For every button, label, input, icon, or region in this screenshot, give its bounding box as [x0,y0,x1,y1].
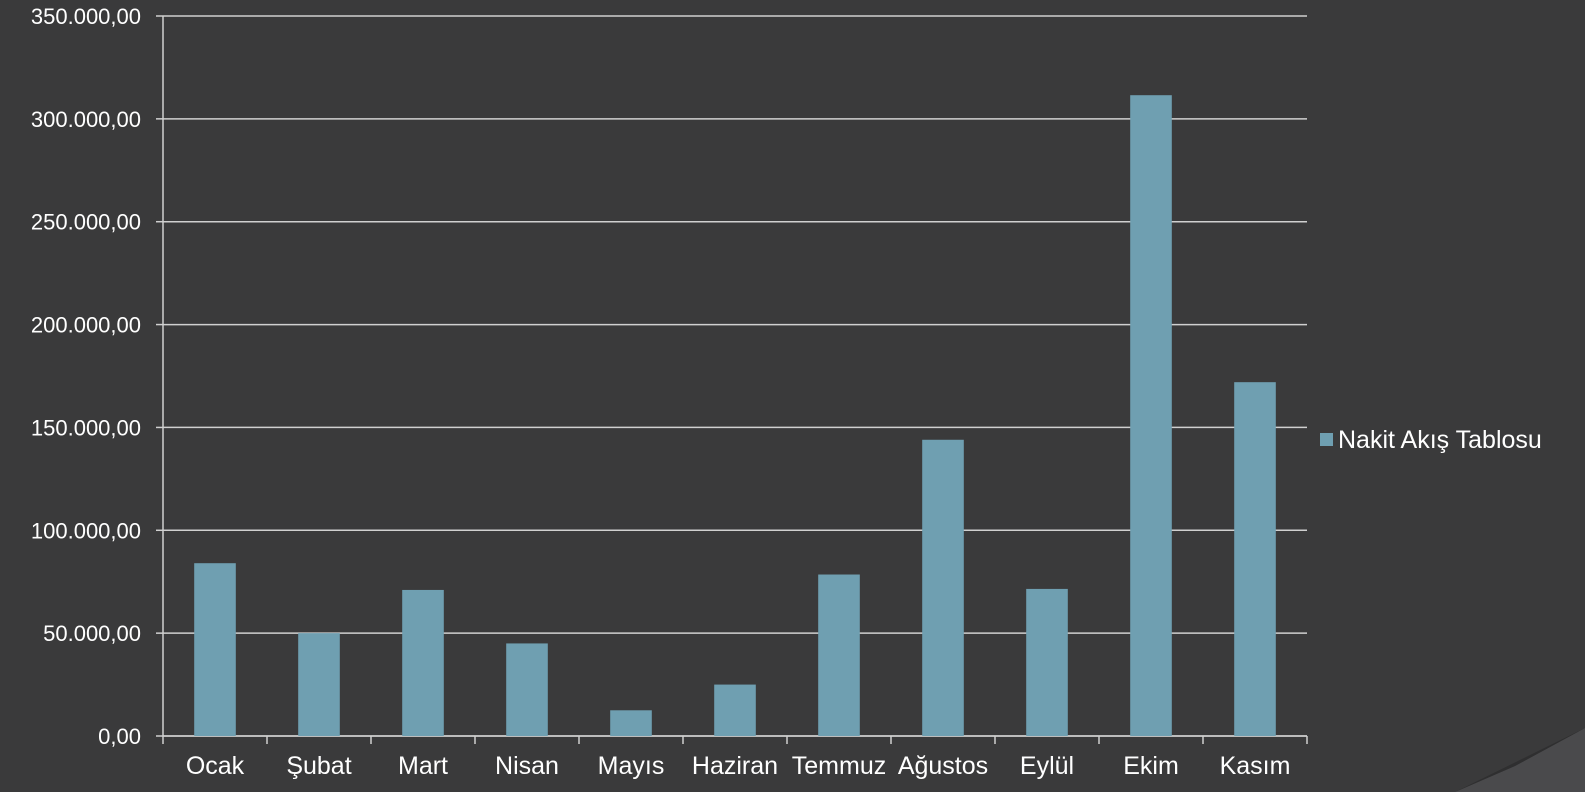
x-tick-label: Mart [398,752,448,780]
x-tick-label: Eylül [1020,752,1074,780]
x-tick-label: Kasım [1220,752,1291,780]
y-axis: 0,00 50.000,00 100.000,00 150.000,00 200.000… [31,4,163,749]
x-tick-label: Temmuz [792,752,886,780]
bar-mayıs [610,710,652,736]
y-tick-label: 100.000,00 [31,518,141,543]
legend-label: Nakit Akış Tablosu [1338,426,1542,454]
bar-temmuz [818,575,860,736]
bar-ocak [194,563,236,736]
y-tick-label: 300.000,00 [31,107,141,132]
y-tick-label: 200.000,00 [31,313,141,338]
x-tick-label: Şubat [286,752,351,780]
y-tick-label: 50.000,00 [43,621,141,646]
slide-corner-decoration [1455,728,1585,792]
bar-eylül [1026,589,1068,736]
x-tick-label: Nisan [495,752,559,780]
legend: Nakit Akış Tablosu [1320,426,1542,454]
y-tick-label: 350.000,00 [31,4,141,29]
legend-swatch [1320,433,1333,446]
bar-ekim [1130,95,1172,736]
y-tick-label: 150.000,00 [31,415,141,440]
x-tick-label: Mayıs [598,752,665,780]
x-axis: Ocak Şubat Mart Nisan Mayıs Haziran Temmuz Ağus… [163,736,1307,780]
bar-nisan [506,643,548,736]
x-tick-label: Ağustos [898,752,988,780]
bar-kasım [1234,382,1276,736]
bar-haziran [714,685,756,736]
y-tick-label: 0,00 [98,724,141,749]
bars [194,95,1276,736]
bar-mart [402,590,444,736]
x-tick-label: Ekim [1123,752,1179,780]
y-tick-label: 250.000,00 [31,210,141,235]
bar-ağustos [922,440,964,736]
x-tick-label: Haziran [692,752,778,780]
bar-şubat [298,633,340,736]
x-tick-label: Ocak [186,752,245,780]
